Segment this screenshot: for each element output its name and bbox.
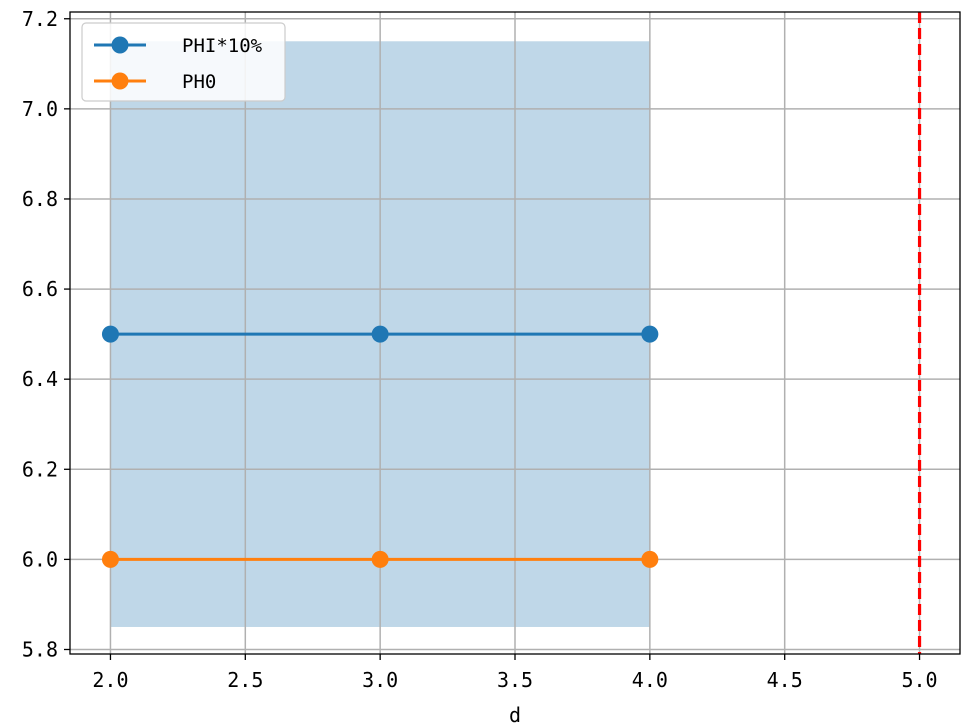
y-tick-label: 7.2 [22,7,58,31]
data-point [641,550,659,568]
y-tick-label: 6.0 [22,547,58,571]
data-point [371,550,389,568]
y-tick-label: 6.2 [22,457,58,481]
data-point [101,325,119,343]
legend-marker [111,72,129,90]
x-tick-label: 3.0 [362,668,398,692]
legend-label: PH0 [182,71,216,93]
series-ph0 [101,550,659,568]
y-tick-label: 6.6 [22,277,58,301]
x-tick-label: 2.0 [92,668,128,692]
series-phi-10- [101,325,659,343]
series-layer [101,325,659,568]
tick-layer: 2.0 2.5 3.0 3.5 4.0 4.5 5.0 5.8 6.0 6.2 6.4 6.6 6.8 7… [22,7,938,692]
y-tick-label: 7.0 [22,97,58,121]
legend-label: PHI*10% [182,35,263,57]
y-tick-label: 5.8 [22,637,58,661]
x-tick-label: 4.0 [632,668,668,692]
x-tick-label: 2.5 [227,668,263,692]
data-point [101,550,119,568]
legend-item: PHI*10% [94,35,263,57]
x-axis-label: d [509,703,521,727]
legend: PHI*10% PH0 [81,22,286,102]
x-tick-label: 3.5 [497,668,533,692]
data-point [641,325,659,343]
legend-item: PH0 [94,71,216,93]
y-tick-label: 6.8 [22,187,58,211]
x-tick-label: 5.0 [901,668,937,692]
x-tick-label: 4.5 [767,668,803,692]
legend-marker [111,36,129,54]
y-tick-label: 6.4 [22,367,58,391]
data-point [371,325,389,343]
